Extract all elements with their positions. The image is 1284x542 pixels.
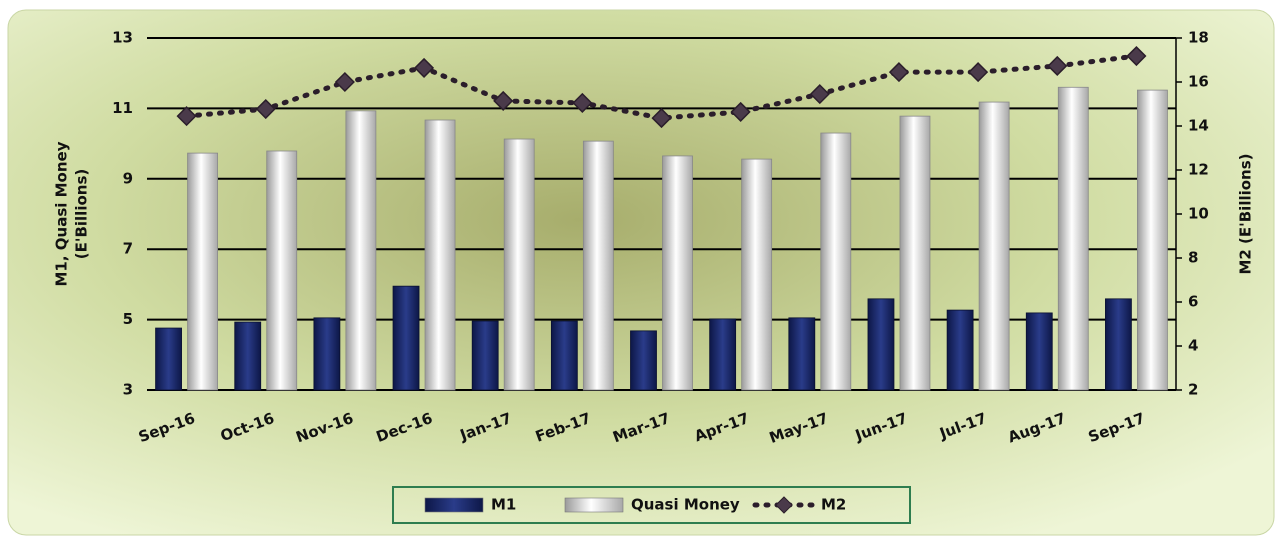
legend-label: M2 [821,496,846,514]
y-tick-label: 5 [123,310,133,328]
y-tick-label: 11 [112,99,133,117]
line-marker [968,62,989,83]
y2-tick-label: 12 [1188,161,1209,179]
y2-tick-label: 10 [1188,205,1209,223]
legend-label: M1 [491,496,516,514]
chart-background [7,9,1275,536]
bar [155,327,182,391]
bar [266,150,298,391]
y-axis-label: (E'Billions) [73,169,91,259]
y2-tick-label: 14 [1188,117,1209,135]
bar [899,115,931,391]
bar [978,101,1010,391]
y2-axis-label: M2 (E'Billions) [1237,153,1255,274]
y2-tick-label: 8 [1188,249,1198,267]
bar [709,318,737,391]
bar [313,317,341,391]
y2-tick-label: 16 [1188,73,1209,91]
bar [234,321,262,391]
bar [503,138,535,391]
bar [1137,89,1168,391]
y-tick-label: 13 [112,29,133,47]
line-marker [176,106,197,127]
line-marker [809,84,830,105]
y-axis-label: M1, Quasi Money [53,141,71,286]
bar [820,132,852,391]
bar [662,155,693,391]
line-marker [493,90,514,111]
bar [1057,86,1089,391]
line-marker [413,57,435,78]
line-marker [651,108,672,129]
y2-tick-label: 6 [1188,293,1198,311]
line-marker [1126,45,1147,67]
y-tick-label: 7 [123,240,133,258]
bar [946,309,974,391]
bar [424,119,456,391]
legend-label: Quasi Money [631,496,740,514]
bar [345,110,377,391]
line-marker [334,71,355,93]
line-marker [255,98,276,120]
y-tick-label: 9 [123,169,133,187]
bar [788,317,816,391]
legend-box [392,486,911,524]
y2-tick-label: 4 [1188,337,1198,355]
bar [867,298,895,391]
bar [582,140,614,391]
y2-tick-label: 18 [1188,29,1209,47]
bar [1025,312,1053,391]
legend-swatch [424,497,484,513]
bar [471,320,499,391]
bar [550,320,578,391]
bar [630,330,657,391]
line-marker [888,62,910,83]
y2-tick-label: 2 [1188,381,1198,399]
line-marker [572,92,593,113]
legend-marker [775,496,793,514]
bar [1105,298,1132,391]
bar [187,152,218,391]
y-tick-label: 3 [123,381,133,399]
legend-swatch [564,497,624,513]
bar [741,158,773,391]
bar [392,285,420,391]
line-marker [730,101,751,122]
line-marker [1047,55,1068,77]
